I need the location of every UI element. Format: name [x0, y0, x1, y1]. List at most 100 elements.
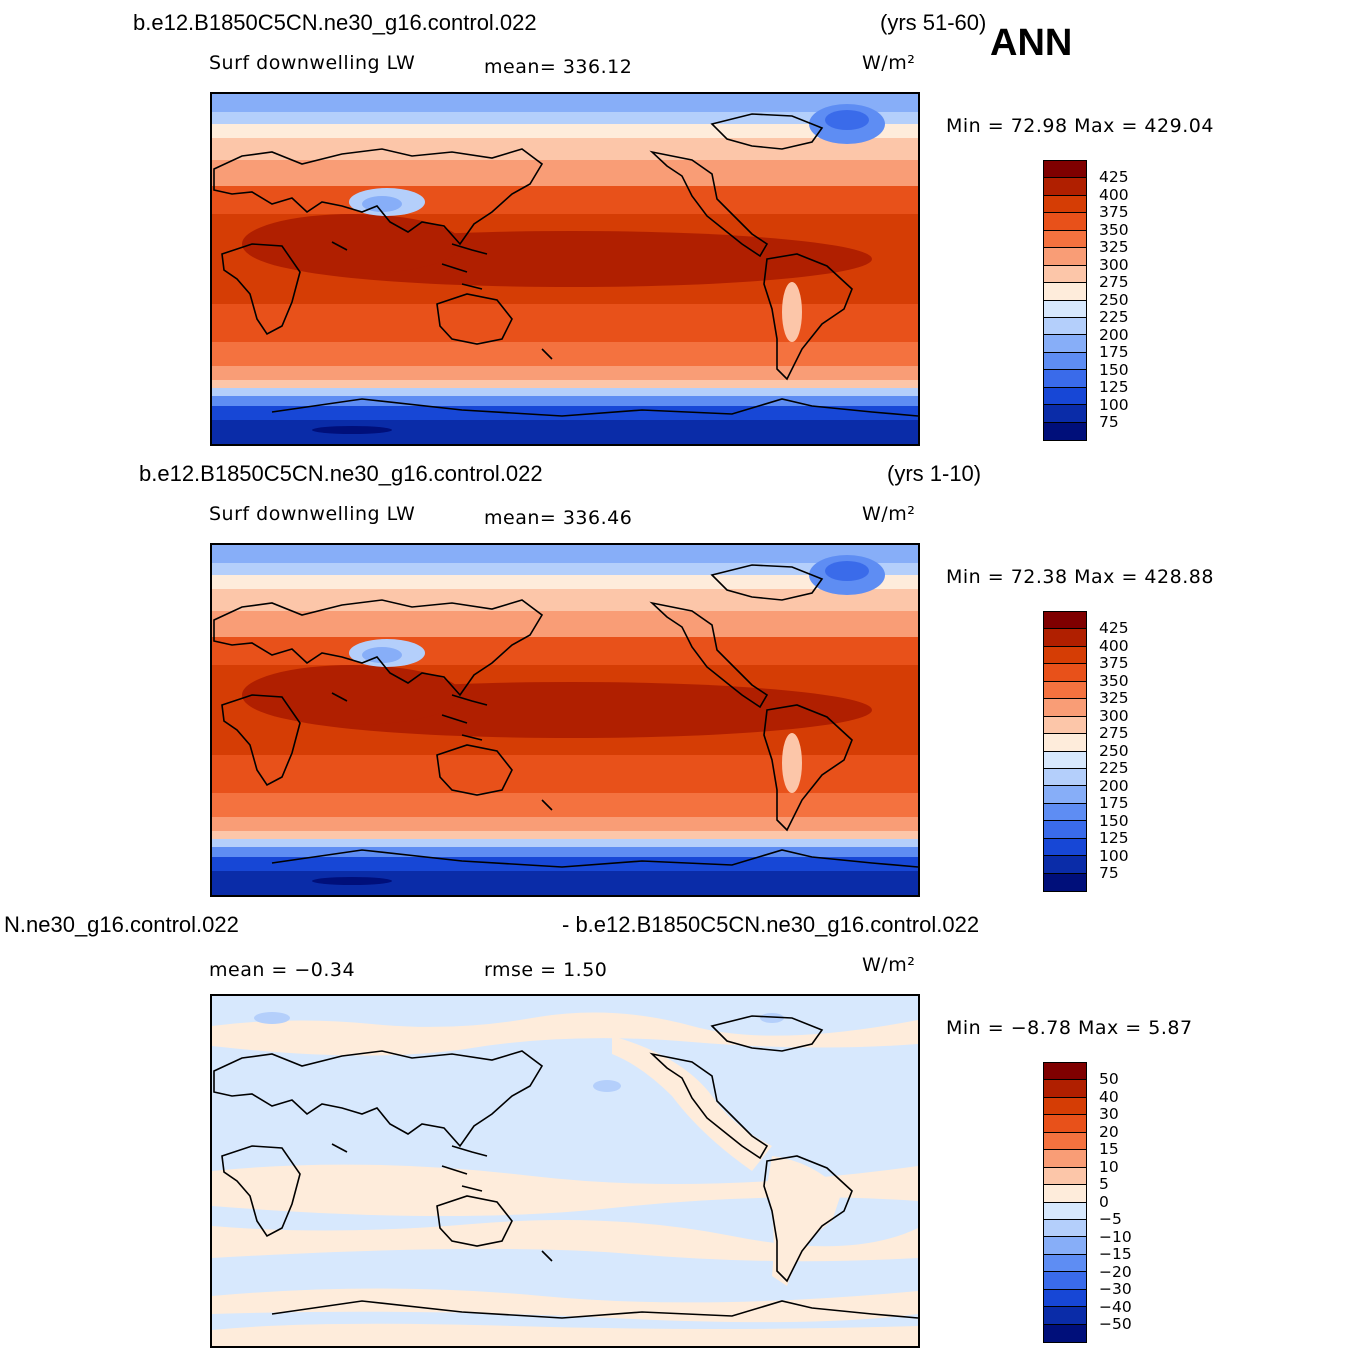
- colorbar-swatch: [1044, 734, 1086, 752]
- colorbar-swatch: [1044, 1132, 1086, 1151]
- colorbar-tick-label: 20: [1099, 1122, 1119, 1141]
- colorbar-tick-label: 15: [1099, 1140, 1119, 1158]
- colorbar-tick-label: 300: [1099, 706, 1129, 725]
- panel1-minmax: Min = 72.98 Max = 429.04: [946, 115, 1214, 137]
- colorbar-tick-label: 350: [1099, 671, 1129, 690]
- panel1-map: [210, 92, 920, 446]
- panel2-colorbar: [1043, 611, 1087, 892]
- colorbar-tick-label: 125: [1099, 378, 1129, 396]
- colorbar-swatch: [1044, 716, 1086, 735]
- panel2-case-title: b.e12.B1850C5CN.ne30_g16.control.022: [139, 461, 543, 486]
- colorbar-swatch: [1044, 751, 1086, 769]
- colorbar-tick-label: −40: [1099, 1297, 1132, 1316]
- colorbar-swatch: [1044, 335, 1086, 353]
- colorbar-swatch: [1044, 873, 1086, 891]
- panel1-colorbar: [1043, 160, 1087, 441]
- colorbar-swatch: [1044, 317, 1086, 336]
- panel1-units: W/m²: [862, 52, 916, 74]
- colorbar-tick-label: −50: [1099, 1315, 1132, 1333]
- panel3-diff-title: - b.e12.B1850C5CN.ne30_g16.control.022: [562, 912, 980, 937]
- colorbar-swatch: [1044, 646, 1086, 665]
- panel2-map-field: [212, 545, 918, 895]
- colorbar-swatch: [1044, 856, 1086, 874]
- colorbar-swatch: [1044, 1237, 1086, 1255]
- colorbar-tick-label: 175: [1099, 343, 1129, 361]
- colorbar-tick-label: 100: [1099, 846, 1129, 865]
- season-label: ANN: [990, 22, 1073, 64]
- colorbar-tick-label: −15: [1099, 1245, 1132, 1263]
- colorbar-swatch: [1044, 195, 1086, 214]
- colorbar-tick-label: 5: [1099, 1175, 1109, 1193]
- colorbar-tick-label: 75: [1099, 864, 1119, 882]
- colorbar-tick-label: 375: [1099, 203, 1129, 221]
- colorbar-swatch: [1044, 370, 1086, 388]
- colorbar-tick-label: 30: [1099, 1105, 1119, 1123]
- colorbar-tick-label: 200: [1099, 325, 1129, 344]
- colorbar-swatch: [1044, 1272, 1086, 1290]
- colorbar-swatch: [1044, 1254, 1086, 1273]
- colorbar-swatch: [1044, 1080, 1086, 1098]
- panel2-minmax: Min = 72.38 Max = 428.88: [946, 566, 1214, 588]
- colorbar-tick-label: 150: [1099, 360, 1129, 379]
- panel1-map-field: [212, 94, 918, 444]
- colorbar-tick-label: 375: [1099, 654, 1129, 672]
- colorbar-swatch: [1044, 230, 1086, 249]
- colorbar-swatch: [1044, 1167, 1086, 1186]
- colorbar-swatch: [1044, 1289, 1086, 1308]
- colorbar-tick-label: 325: [1099, 689, 1129, 707]
- colorbar-tick-label: −20: [1099, 1262, 1132, 1281]
- panel2-map: [210, 543, 920, 897]
- panel3-map: [210, 994, 920, 1348]
- colorbar-swatch: [1044, 265, 1086, 284]
- colorbar-tick-label: 75: [1099, 413, 1119, 431]
- colorbar-tick-label: 125: [1099, 829, 1129, 847]
- colorbar-swatch: [1044, 1150, 1086, 1168]
- colorbar-tick-label: 350: [1099, 220, 1129, 239]
- colorbar-swatch: [1044, 422, 1086, 440]
- colorbar-swatch: [1044, 838, 1086, 857]
- colorbar-swatch: [1044, 786, 1086, 804]
- colorbar-swatch: [1044, 1219, 1086, 1238]
- colorbar-tick-label: 300: [1099, 255, 1129, 274]
- colorbar-tick-label: 225: [1099, 308, 1129, 326]
- panel3-minmax: Min = −8.78 Max = 5.87: [946, 1017, 1193, 1039]
- colorbar-tick-label: 400: [1099, 636, 1129, 655]
- colorbar-swatch: [1044, 681, 1086, 700]
- colorbar-swatch: [1044, 1115, 1086, 1133]
- colorbar-swatch: [1044, 664, 1086, 682]
- colorbar-swatch: [1044, 387, 1086, 406]
- panel3-map-field: [212, 996, 918, 1346]
- panel3-mean: mean = −0.34: [209, 959, 356, 981]
- colorbar-swatch: [1044, 352, 1086, 371]
- colorbar-tick-label: 40: [1099, 1087, 1119, 1106]
- colorbar-tick-label: 275: [1099, 724, 1129, 742]
- colorbar-tick-label: 225: [1099, 759, 1129, 777]
- colorbar-tick-label: 10: [1099, 1157, 1119, 1176]
- colorbar-swatch: [1044, 283, 1086, 301]
- colorbar-swatch: [1044, 213, 1086, 231]
- panel1-case-title: b.e12.B1850C5CN.ne30_g16.control.022: [133, 10, 537, 35]
- panel2-units: W/m²: [862, 503, 916, 525]
- panel1-variable: Surf downwelling LW: [209, 52, 416, 74]
- colorbar-swatch: [1044, 1202, 1086, 1220]
- colorbar-tick-label: 425: [1099, 168, 1129, 186]
- colorbar-swatch: [1044, 1063, 1086, 1081]
- colorbar-swatch: [1044, 1185, 1086, 1203]
- colorbar-swatch: [1044, 161, 1086, 179]
- colorbar-swatch: [1044, 1324, 1086, 1342]
- panel2-variable: Surf downwelling LW: [209, 503, 416, 525]
- colorbar-tick-label: −30: [1099, 1280, 1132, 1298]
- colorbar-tick-label: 275: [1099, 273, 1129, 291]
- panel3-case-title: N.ne30_g16.control.022: [4, 912, 239, 937]
- panel2-mean: mean= 336.46: [484, 507, 633, 529]
- colorbar-tick-label: 175: [1099, 794, 1129, 812]
- colorbar-tick-label: 100: [1099, 395, 1129, 414]
- colorbar-swatch: [1044, 699, 1086, 717]
- panel3-units: W/m²: [862, 954, 916, 976]
- colorbar-tick-label: 425: [1099, 619, 1129, 637]
- colorbar-tick-label: 325: [1099, 238, 1129, 256]
- colorbar-swatch: [1044, 405, 1086, 423]
- panel1-years: (yrs 51-60): [880, 10, 987, 35]
- colorbar-swatch: [1044, 300, 1086, 318]
- panel1-mean: mean= 336.12: [484, 56, 633, 78]
